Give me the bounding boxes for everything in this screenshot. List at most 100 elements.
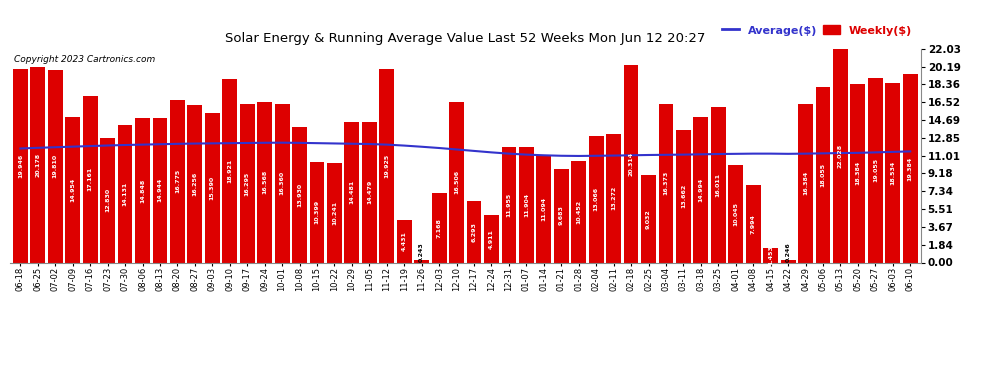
Text: 0.243: 0.243 [419, 242, 424, 262]
Bar [729, 165, 743, 262]
Bar [31, 67, 46, 262]
Bar [223, 79, 238, 262]
Text: 4.431: 4.431 [402, 231, 407, 251]
Bar [693, 117, 708, 262]
Bar [345, 122, 359, 262]
Text: 20.314: 20.314 [629, 152, 634, 176]
Bar [676, 130, 691, 262]
Text: 19.055: 19.055 [873, 158, 878, 182]
Bar [449, 102, 464, 262]
Bar [327, 163, 342, 262]
Bar [903, 74, 918, 262]
Text: 10.452: 10.452 [576, 200, 581, 224]
Text: 19.384: 19.384 [908, 156, 913, 181]
Bar [65, 117, 80, 262]
Text: 14.481: 14.481 [349, 180, 354, 204]
Text: 20.178: 20.178 [36, 153, 41, 177]
Bar [257, 102, 272, 262]
Text: 18.534: 18.534 [890, 160, 895, 185]
Bar [519, 147, 534, 262]
Text: 16.568: 16.568 [262, 170, 267, 194]
Text: 14.954: 14.954 [70, 178, 75, 202]
Text: 16.011: 16.011 [716, 173, 721, 197]
Text: 11.904: 11.904 [524, 193, 529, 217]
Text: 0.246: 0.246 [786, 242, 791, 262]
Text: 13.930: 13.930 [297, 183, 302, 207]
Bar [118, 125, 133, 262]
Title: Solar Energy & Running Average Value Last 52 Weeks Mon Jun 12 20:27: Solar Energy & Running Average Value Las… [225, 32, 706, 45]
Text: 10.241: 10.241 [332, 201, 337, 225]
Text: 11.955: 11.955 [507, 192, 512, 217]
Text: 16.506: 16.506 [454, 170, 459, 195]
Legend: Average($), Weekly($): Average($), Weekly($) [718, 21, 916, 40]
Text: 12.830: 12.830 [105, 188, 110, 212]
Bar [571, 161, 586, 262]
Text: 18.055: 18.055 [821, 163, 826, 187]
Bar [187, 105, 202, 262]
Text: 22.028: 22.028 [838, 144, 842, 168]
Bar [100, 138, 115, 262]
Text: 13.066: 13.066 [594, 187, 599, 211]
Bar [553, 168, 568, 262]
Text: 17.161: 17.161 [88, 167, 93, 191]
Bar [83, 96, 98, 262]
Bar [292, 128, 307, 262]
Bar [816, 87, 831, 262]
Text: 16.295: 16.295 [245, 171, 249, 196]
Text: 16.256: 16.256 [192, 171, 197, 196]
Text: 13.662: 13.662 [681, 184, 686, 209]
Bar [48, 70, 62, 262]
Bar [711, 107, 726, 262]
Bar [798, 104, 813, 262]
Bar [745, 185, 760, 262]
Bar [466, 201, 481, 262]
Text: 1.453: 1.453 [768, 246, 773, 266]
Text: 14.994: 14.994 [698, 178, 703, 202]
Bar [135, 118, 149, 262]
Text: 19.925: 19.925 [384, 154, 389, 178]
Text: 16.360: 16.360 [279, 171, 284, 195]
Bar [502, 147, 517, 262]
Text: 7.168: 7.168 [437, 218, 442, 238]
Bar [885, 82, 900, 262]
Text: 19.810: 19.810 [52, 154, 57, 178]
Text: 16.775: 16.775 [175, 169, 180, 193]
Bar [310, 162, 325, 262]
Bar [589, 136, 604, 262]
Bar [379, 69, 394, 262]
Text: 18.921: 18.921 [228, 159, 233, 183]
Text: 11.094: 11.094 [542, 196, 546, 221]
Text: 9.683: 9.683 [558, 206, 563, 225]
Text: 15.390: 15.390 [210, 176, 215, 200]
Text: 10.045: 10.045 [734, 202, 739, 226]
Text: 4.911: 4.911 [489, 229, 494, 249]
Text: 19.946: 19.946 [18, 154, 23, 178]
Text: 6.293: 6.293 [471, 222, 476, 242]
Text: 14.131: 14.131 [123, 182, 128, 206]
Bar [414, 260, 429, 262]
Bar [13, 69, 28, 262]
Text: 16.384: 16.384 [803, 171, 808, 195]
Text: 10.399: 10.399 [315, 200, 320, 224]
Bar [868, 78, 883, 262]
Bar [537, 155, 551, 262]
Text: 18.384: 18.384 [855, 161, 860, 186]
Bar [362, 122, 377, 262]
Bar [240, 104, 254, 262]
Text: 9.032: 9.032 [646, 209, 651, 228]
Bar [170, 100, 185, 262]
Bar [642, 175, 656, 262]
Bar [763, 248, 778, 262]
Text: Copyright 2023 Cartronics.com: Copyright 2023 Cartronics.com [15, 55, 155, 64]
Bar [205, 113, 220, 262]
Bar [274, 104, 289, 262]
Text: 14.944: 14.944 [157, 178, 162, 202]
Text: 14.479: 14.479 [367, 180, 372, 204]
Text: 16.373: 16.373 [663, 171, 668, 195]
Bar [624, 65, 639, 262]
Bar [606, 134, 621, 262]
Text: 7.994: 7.994 [750, 214, 755, 234]
Bar [432, 193, 446, 262]
Bar [397, 219, 412, 262]
Bar [658, 104, 673, 262]
